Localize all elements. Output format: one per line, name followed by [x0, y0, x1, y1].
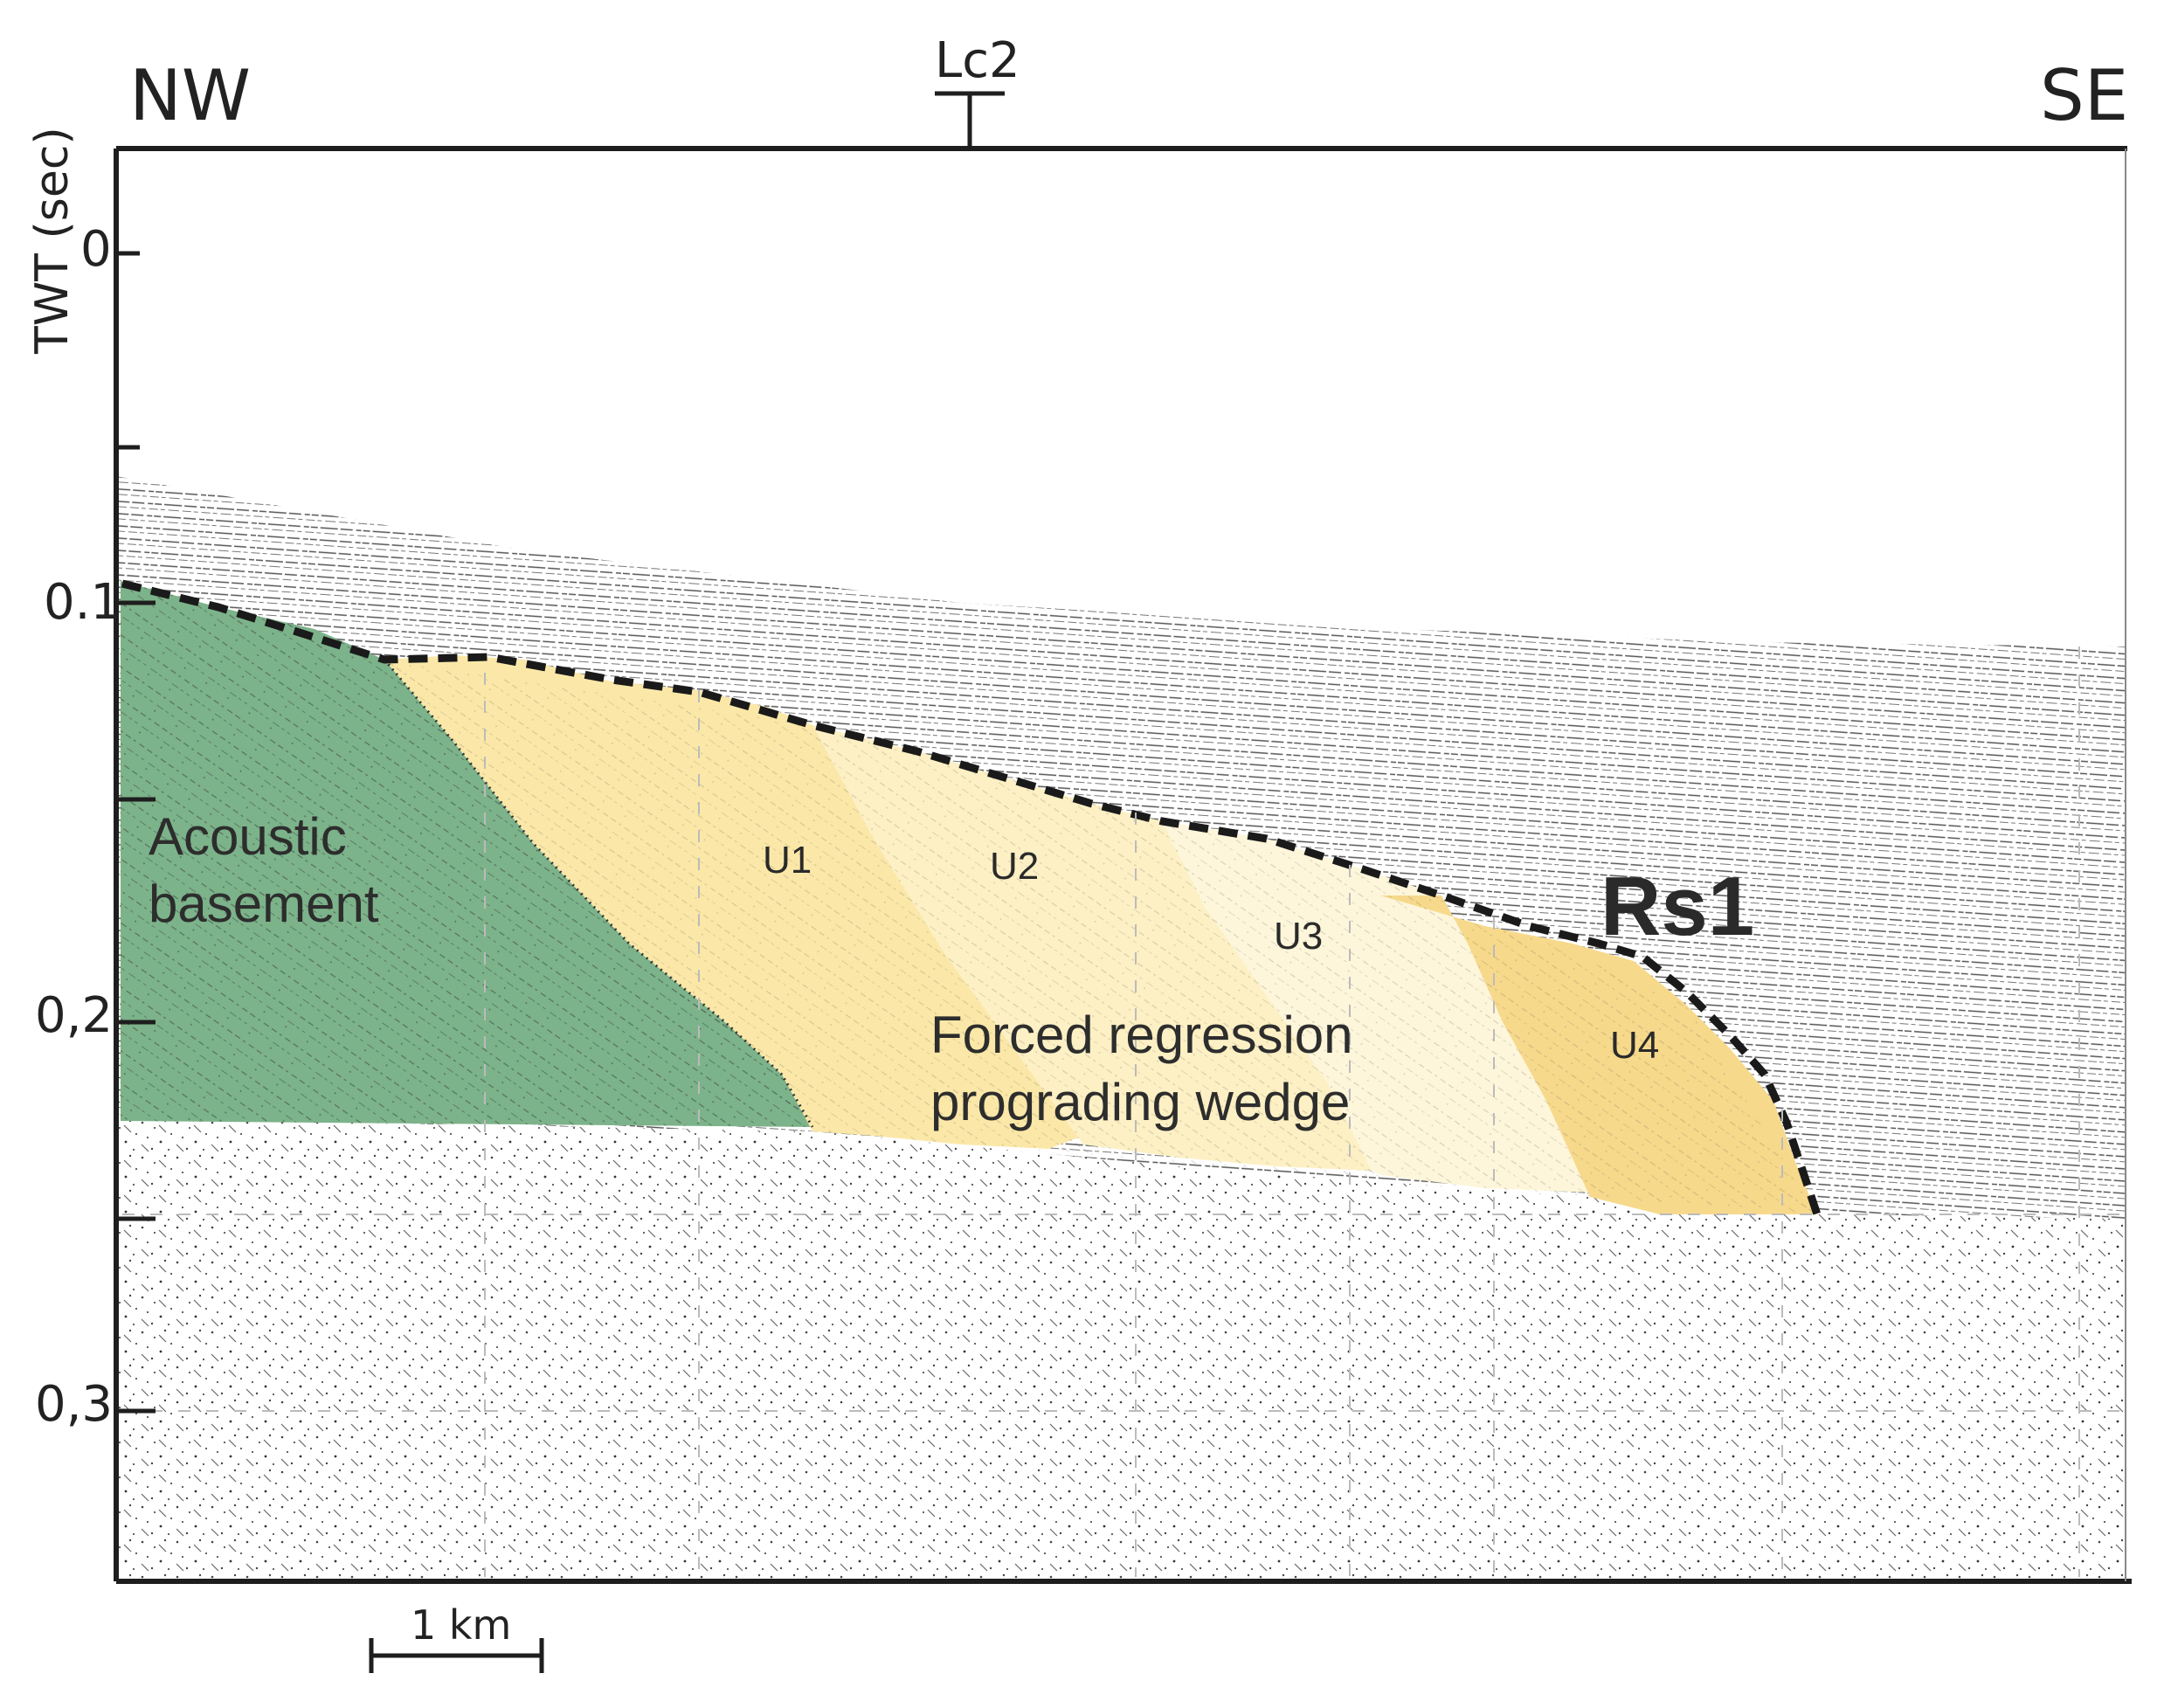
rs1-surface — [121, 579, 1822, 1216]
lower-reflections — [116, 1118, 2126, 1581]
grid-lines — [122, 647, 2123, 1577]
unit-u3-label: U3 — [1274, 915, 1324, 958]
water-column — [116, 150, 2126, 647]
scale-bar — [369, 1638, 544, 1673]
y-tick-0-1: 0.1 — [44, 574, 122, 631]
basement-boundary — [383, 659, 814, 1128]
lc2-marker-label: Lc2 — [935, 32, 1020, 89]
y-axis-ticks — [116, 251, 156, 1414]
unit-u2-label: U2 — [990, 845, 1040, 888]
wedge-label-line1: Forced regression — [930, 1006, 1353, 1064]
y-tick-0: 0 — [80, 221, 112, 278]
acoustic-basement-label-line2: basement — [149, 875, 379, 933]
y-tick-0-2: 0,2 — [35, 987, 114, 1044]
y-axis-title: TWT (sec) — [26, 127, 79, 354]
direction-se-label: SE — [2040, 55, 2129, 136]
y-tick-0-3: 0,3 — [35, 1376, 114, 1433]
wedge-label-line2: prograding wedge — [930, 1073, 1351, 1131]
rs1-surface-label: Rs1 — [1601, 860, 1755, 953]
scale-bar-label: 1 km — [411, 1601, 512, 1649]
acoustic-basement-label-line1: Acoustic — [149, 807, 347, 866]
unit-u4-label: U4 — [1610, 1024, 1660, 1067]
direction-nw-label: NW — [129, 55, 251, 136]
unit-u1-label: U1 — [763, 839, 812, 882]
wedge-texture — [384, 660, 1817, 1214]
acoustic-basement-texture — [121, 581, 812, 1127]
lc2-marker — [935, 91, 1005, 147]
